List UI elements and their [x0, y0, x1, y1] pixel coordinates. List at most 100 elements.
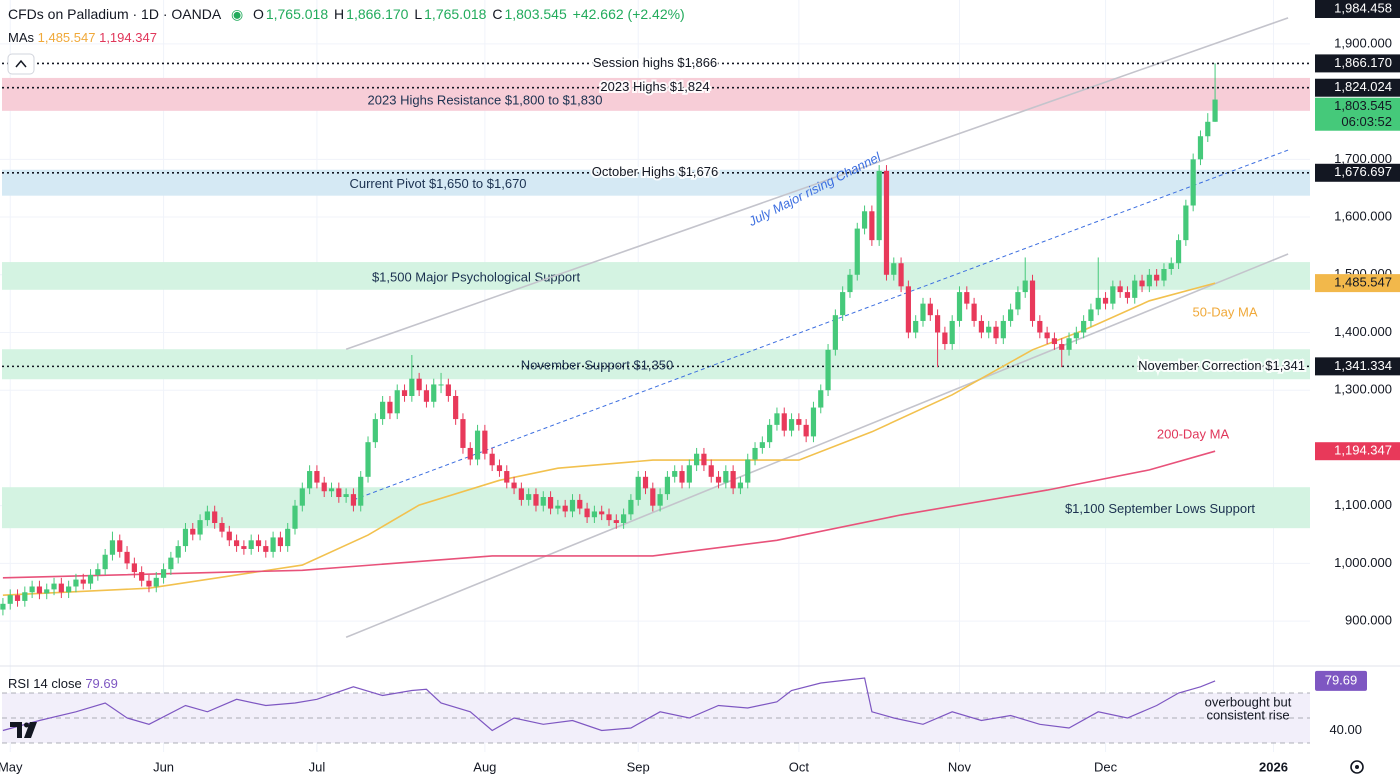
candle-body	[431, 384, 437, 402]
candle-body	[708, 465, 714, 477]
x-tick-label: 2026	[1259, 759, 1288, 774]
candle-body	[752, 447, 758, 460]
candle-body	[1146, 274, 1152, 287]
candle-body	[672, 471, 678, 477]
candle-body	[44, 589, 50, 594]
candle-body	[1102, 297, 1109, 304]
candle-body	[898, 263, 904, 287]
candle-body	[986, 326, 992, 333]
candle-body	[73, 579, 79, 587]
y-tick-label: 1,700.000	[1334, 151, 1392, 166]
zone-label: $1,100 September Lows Support	[1065, 501, 1255, 516]
candle-body	[810, 407, 817, 437]
annotation: 200-Day MA	[1157, 426, 1230, 441]
zone	[2, 349, 1310, 380]
candle-body	[58, 583, 64, 593]
candle-body	[730, 471, 736, 489]
candle-body	[577, 499, 583, 509]
zone	[2, 169, 1310, 196]
candle-body	[1037, 320, 1043, 333]
candle-body	[372, 419, 378, 443]
y-tick-label: 1,100.000	[1334, 497, 1392, 512]
candle-body	[168, 557, 174, 570]
price-label-box	[1315, 442, 1400, 461]
x-tick-label: Nov	[948, 759, 972, 774]
candle-body	[146, 580, 152, 587]
candle-body	[847, 274, 853, 293]
candle-body	[102, 554, 108, 570]
candle-body	[1197, 136, 1204, 160]
candle-body	[1029, 280, 1036, 321]
price-label: 1,341.334	[1334, 358, 1392, 373]
candle-body	[1066, 338, 1072, 350]
candle-body	[949, 320, 955, 345]
y-tick-label: 1,600.000	[1334, 208, 1392, 223]
candle-body	[299, 488, 305, 506]
price-countdown: 06:03:52	[1341, 114, 1392, 129]
x-tick-label: Jun	[153, 759, 174, 774]
candle-body	[212, 511, 218, 523]
channel-line	[353, 149, 1289, 501]
rsi-header: RSI 14 close 79.69	[8, 676, 118, 691]
candle-body	[175, 546, 181, 558]
candle-body	[1183, 205, 1189, 241]
rsi-title[interactable]: RSI 14 close	[8, 676, 82, 691]
candle-body	[270, 537, 276, 552]
candle-body	[547, 497, 554, 509]
candle-body	[1124, 292, 1131, 298]
candle-body	[95, 569, 101, 575]
candle-body	[1161, 269, 1167, 281]
ma-value: 1,485.547	[37, 30, 96, 45]
candle-body	[934, 315, 941, 333]
candle-body	[29, 586, 35, 593]
level-label: Session highs $1,866	[593, 55, 717, 70]
candle-body	[117, 540, 123, 552]
candle-body	[277, 537, 284, 547]
candle-body	[686, 465, 692, 483]
candle-body	[197, 520, 203, 535]
candle-body	[285, 528, 291, 547]
candle-body	[1175, 240, 1182, 264]
candle-body	[380, 401, 386, 420]
candle-body	[723, 471, 729, 483]
ma-label[interactable]: MAs	[8, 30, 34, 45]
candle-body	[453, 395, 459, 420]
candle-body	[613, 520, 619, 523]
candle-body	[1073, 332, 1079, 339]
price-label: 1,485.547	[1334, 275, 1392, 290]
candle-body	[263, 546, 269, 552]
candle-body	[365, 442, 371, 477]
candle-body	[1088, 309, 1094, 321]
candle-body	[328, 488, 335, 492]
x-tick-label: Sep	[627, 759, 650, 774]
symbol-header: CFDs on Palladium · 1D · OANDA ◉ O 1,765.…	[8, 6, 687, 23]
candle-body	[1190, 159, 1196, 206]
candle-body	[292, 505, 298, 529]
candle-body	[7, 595, 13, 604]
y-tick-label: 1,000.000	[1334, 555, 1392, 570]
y-tick-label: 1,400.000	[1334, 324, 1392, 339]
rsi-tick-label: 40.00	[1329, 722, 1362, 737]
candle-body	[759, 442, 765, 448]
candle-body	[153, 577, 159, 587]
candle-body	[1110, 286, 1116, 304]
candle-body	[14, 595, 21, 601]
price-label-box	[1315, 163, 1400, 182]
candle-body	[438, 384, 444, 386]
candle-body	[241, 546, 247, 549]
candle-body	[394, 390, 400, 414]
candle-body	[664, 476, 671, 495]
candle-body	[66, 586, 72, 593]
candle-body	[854, 228, 860, 275]
settings-icon[interactable]	[1350, 760, 1364, 774]
candle-body	[1154, 274, 1160, 281]
symbol-title[interactable]: CFDs on Palladium · 1D · OANDA	[8, 6, 222, 22]
candle-body	[307, 471, 313, 489]
candle-body	[694, 453, 700, 466]
candle-body	[1139, 280, 1145, 287]
candle-body	[942, 332, 948, 345]
candle-body	[511, 482, 517, 489]
ma-value: 1,194.347	[99, 30, 157, 45]
price-label-box	[1315, 54, 1400, 73]
